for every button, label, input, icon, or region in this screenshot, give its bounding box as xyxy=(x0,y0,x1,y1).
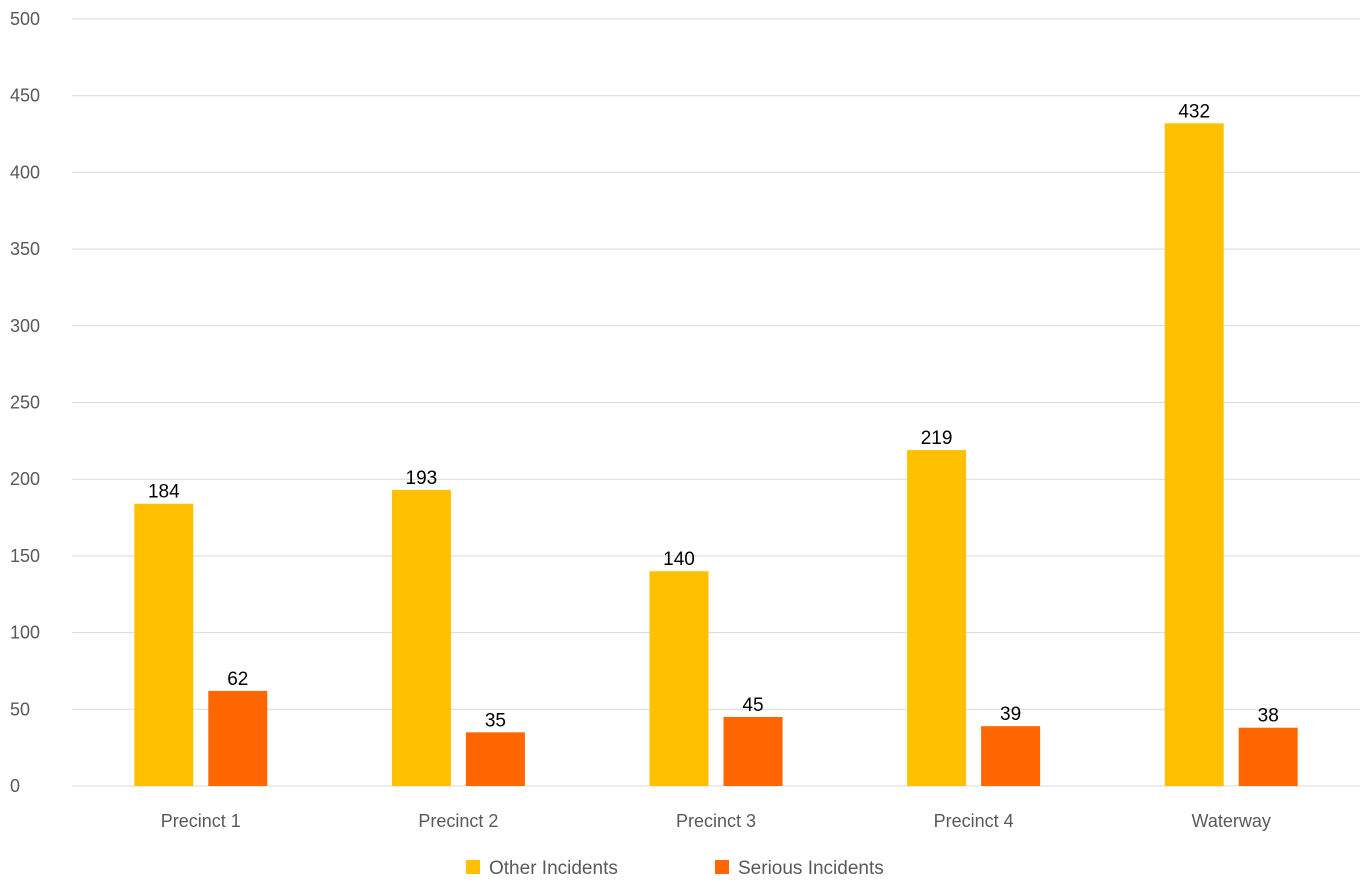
x-category-label: Precinct 2 xyxy=(418,811,498,831)
data-label: 35 xyxy=(485,710,506,731)
y-tick-label: 150 xyxy=(10,546,40,566)
bar-serious-incidents xyxy=(465,732,525,786)
bar-other-incidents xyxy=(649,571,709,786)
bar-other-incidents xyxy=(391,489,451,786)
data-label: 38 xyxy=(1258,706,1279,727)
gridlines xyxy=(72,18,1360,787)
y-tick-label: 300 xyxy=(10,316,40,336)
legend-label: Serious Incidents xyxy=(738,858,884,879)
y-tick-label: 250 xyxy=(10,393,40,413)
x-category-label: Precinct 4 xyxy=(934,811,1014,831)
y-tick-label: 400 xyxy=(10,162,40,182)
data-label: 62 xyxy=(227,669,248,690)
data-label: 432 xyxy=(1178,101,1210,122)
x-category-label: Waterway xyxy=(1192,811,1271,831)
legend-swatch xyxy=(715,860,729,874)
x-category-label: Precinct 3 xyxy=(676,811,756,831)
bar-other-incidents xyxy=(134,503,194,786)
y-tick-label: 200 xyxy=(10,469,40,489)
x-axis-category-labels: Precinct 1 Precinct 2 Precinct 3 Precinct 4… xyxy=(161,811,1271,831)
y-axis-tick-labels: 0 50 100 150 200 250 300 350 400 450 500 xyxy=(10,9,40,796)
legend-item-serious-incidents: Serious Incidents xyxy=(715,858,884,879)
legend: Other Incidents Serious Incidents xyxy=(466,858,884,879)
bar-other-incidents xyxy=(1164,123,1224,786)
y-tick-label: 450 xyxy=(10,86,40,106)
legend-label: Other Incidents xyxy=(489,858,618,879)
data-label: 193 xyxy=(406,468,438,489)
y-tick-label: 500 xyxy=(10,9,40,29)
data-labels: 184 62 193 35 140 45 219 39 432 38 xyxy=(148,101,1279,731)
y-tick-label: 0 xyxy=(10,776,20,796)
bar-serious-incidents xyxy=(1238,727,1298,786)
bars xyxy=(134,123,1298,786)
legend-item-other-incidents: Other Incidents xyxy=(466,858,618,879)
data-label: 140 xyxy=(663,549,695,570)
bar-serious-incidents xyxy=(981,726,1041,786)
bar-other-incidents xyxy=(907,450,967,786)
y-tick-label: 50 xyxy=(10,699,30,719)
y-tick-label: 350 xyxy=(10,239,40,259)
data-label: 184 xyxy=(148,482,180,503)
legend-swatch xyxy=(466,860,480,874)
data-label: 45 xyxy=(742,695,763,716)
data-label: 219 xyxy=(921,428,953,449)
x-category-label: Precinct 1 xyxy=(161,811,241,831)
data-label: 39 xyxy=(1000,704,1021,725)
y-tick-label: 100 xyxy=(10,623,40,643)
bar-serious-incidents xyxy=(723,716,783,786)
bar-serious-incidents xyxy=(208,690,268,786)
